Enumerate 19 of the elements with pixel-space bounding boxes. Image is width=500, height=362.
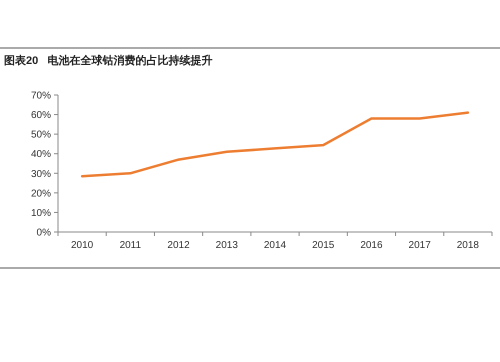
y-tick-label: 60%	[30, 110, 52, 122]
x-tick-label: 2013	[216, 240, 238, 251]
x-tick-label: 2012	[167, 240, 190, 251]
y-tick-label: 20%	[30, 188, 52, 200]
y-tick-label: 10%	[30, 208, 52, 219]
chart-title: 图表20 电池在全球钴消费的占比持续提升	[4, 54, 212, 67]
y-tick-label: 50%	[30, 130, 52, 141]
x-tick-label: 2010	[70, 240, 94, 251]
y-tick-label: 0%	[36, 228, 52, 238]
y-tick-label: 70%	[30, 90, 52, 102]
y-tick-label: 40%	[30, 149, 52, 160]
x-tick-label: 2017	[408, 240, 432, 251]
x-tick-label: 2014	[264, 240, 287, 251]
x-tick-label: 2011	[120, 240, 142, 251]
line-series	[80, 111, 470, 178]
y-tick-label: 30%	[30, 168, 52, 180]
x-tick-label: 2018	[456, 240, 480, 251]
x-tick-label: 2016	[360, 240, 384, 251]
x-tick-label: 2015	[312, 240, 335, 251]
